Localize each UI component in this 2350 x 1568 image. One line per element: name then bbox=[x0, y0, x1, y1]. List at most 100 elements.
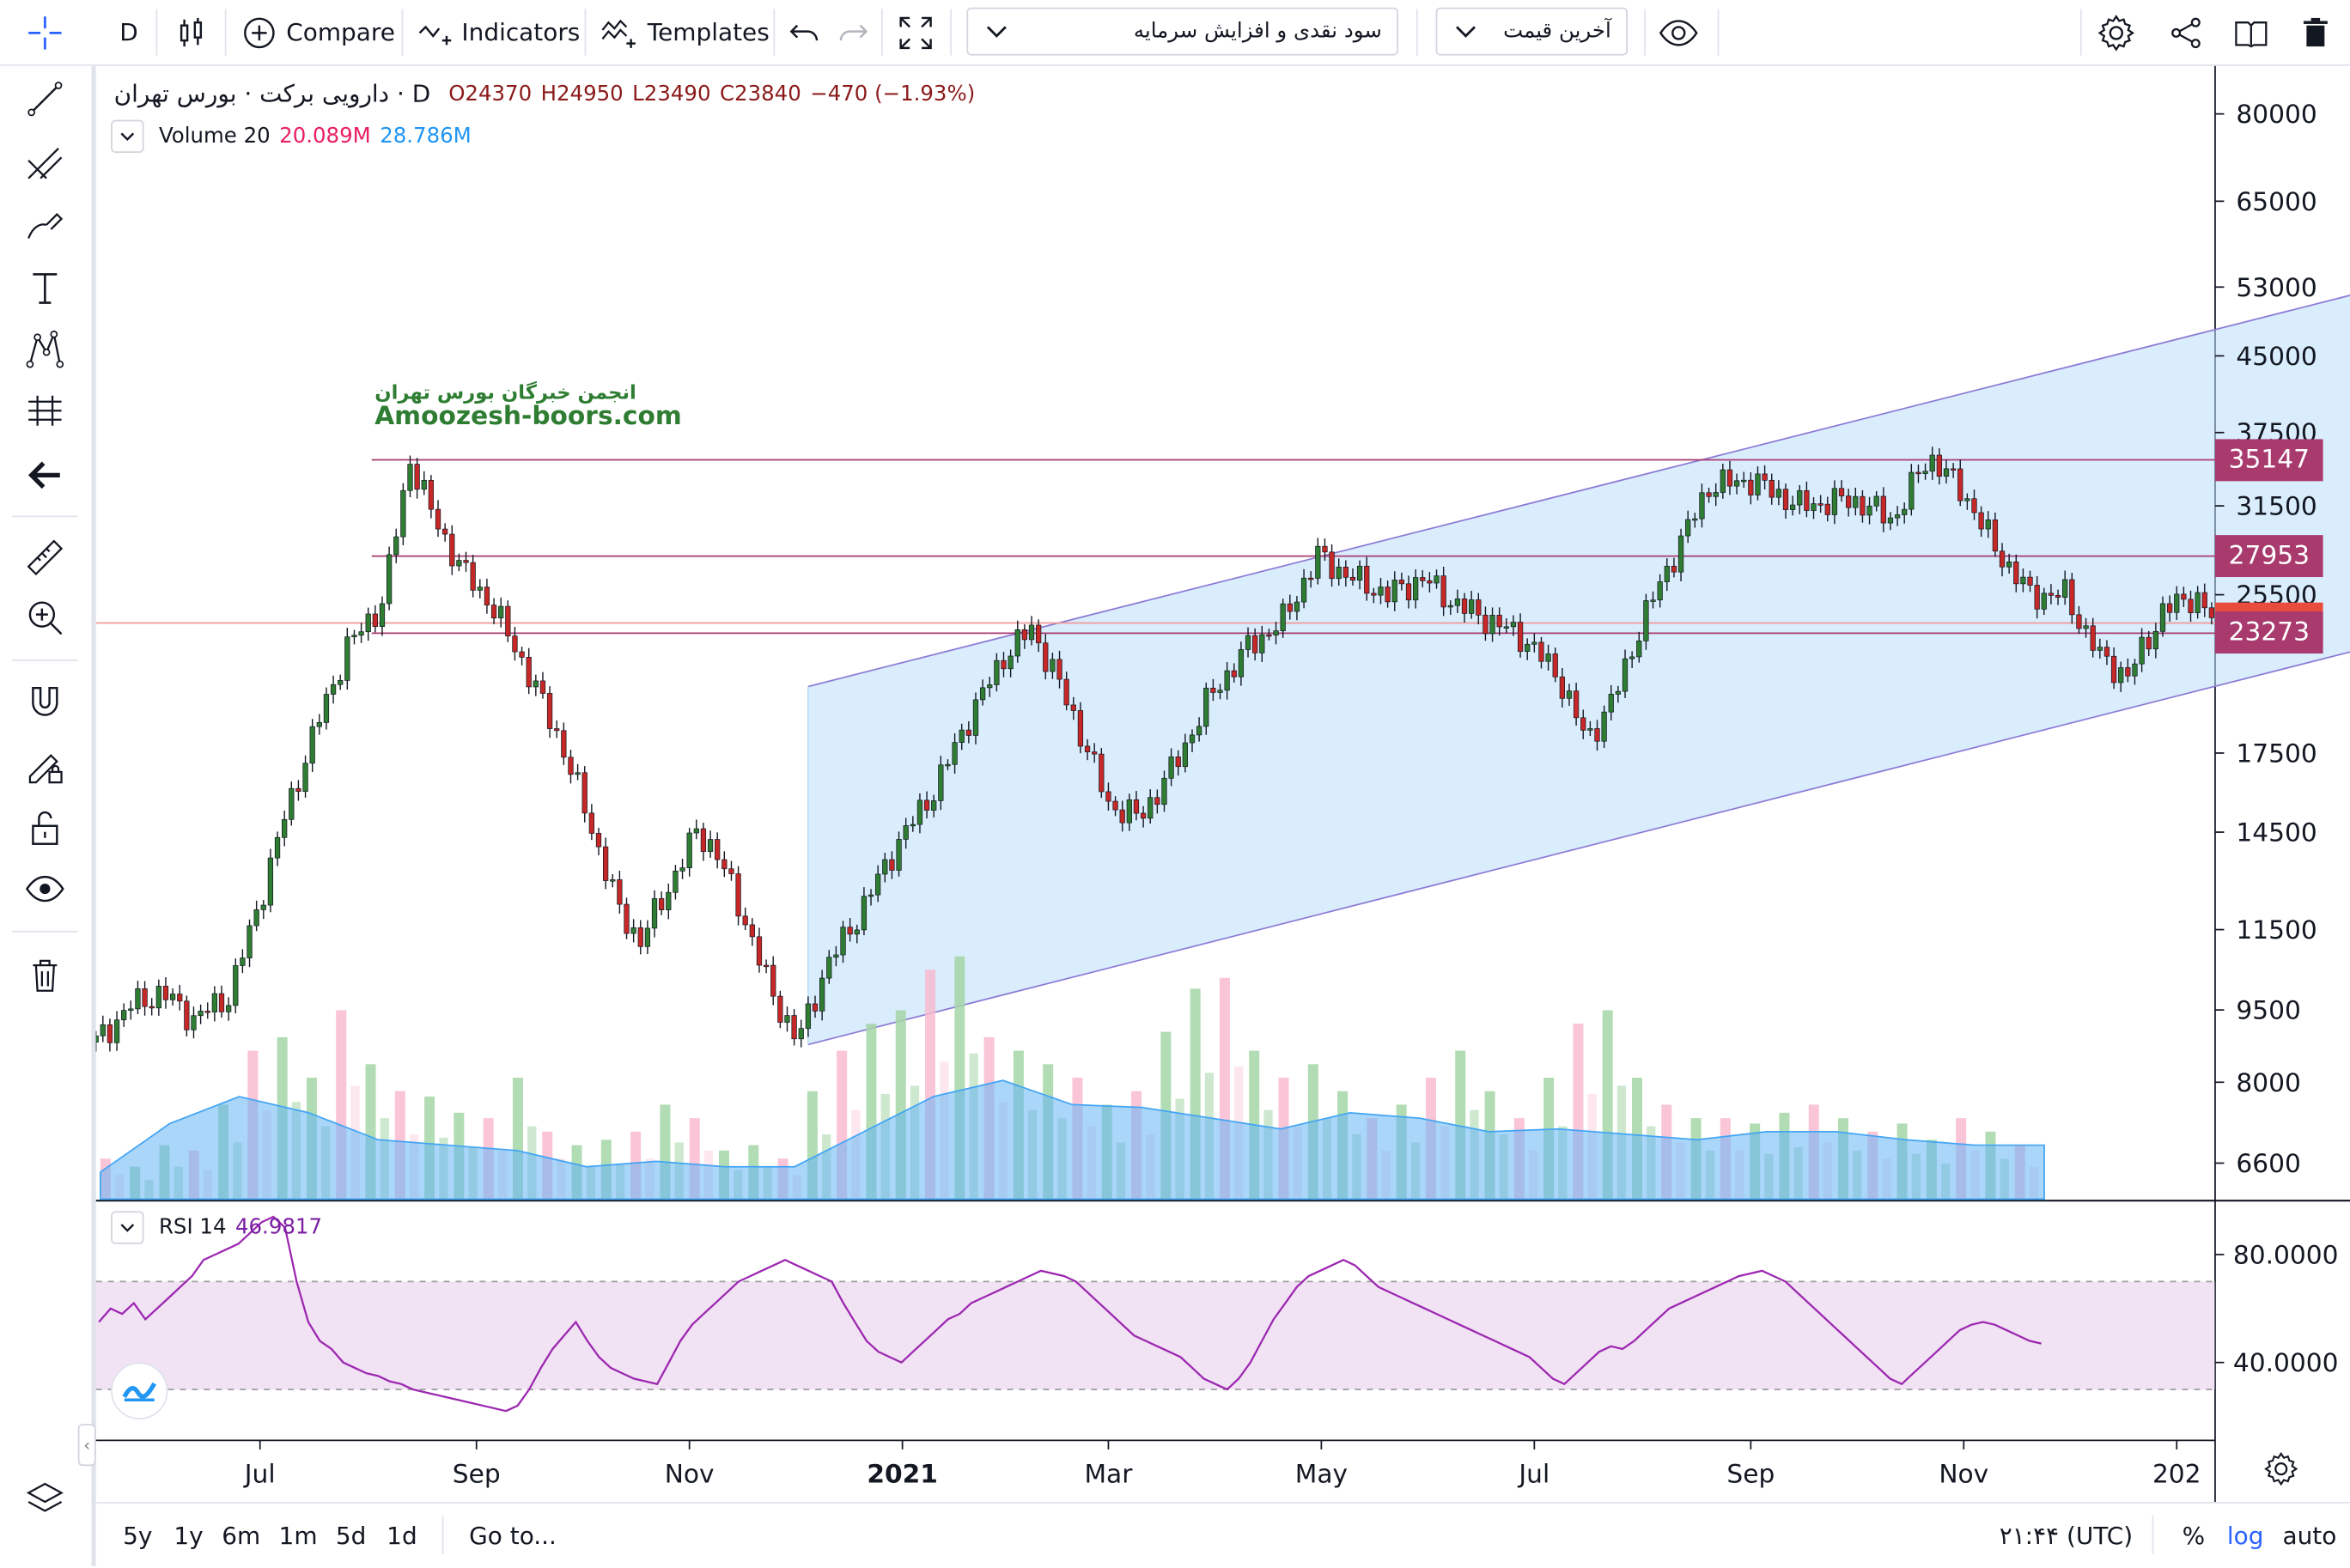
chart-canvas[interactable]: 80.000040.000080000650005300045000375003… bbox=[95, 65, 2350, 1502]
tradingview-logo-icon[interactable] bbox=[111, 1362, 168, 1419]
unlock-icon[interactable] bbox=[21, 804, 69, 852]
candle-body bbox=[994, 659, 1000, 685]
volume-collapse-chevron-icon[interactable] bbox=[111, 119, 144, 154]
candle-body bbox=[1161, 777, 1167, 805]
price-tag: 35147 bbox=[2214, 438, 2323, 481]
range-1y[interactable]: 1y bbox=[174, 1520, 204, 1549]
candle bbox=[1615, 685, 1622, 703]
candle bbox=[2132, 659, 2138, 685]
eye-icon[interactable] bbox=[1658, 0, 1700, 64]
candle bbox=[421, 471, 427, 495]
rsi-collapse-chevron-icon[interactable] bbox=[111, 1211, 144, 1244]
candle-body bbox=[1210, 687, 1216, 693]
range-6m[interactable]: 6m bbox=[222, 1520, 261, 1549]
magnet-icon[interactable] bbox=[21, 678, 69, 726]
candle bbox=[1860, 489, 1866, 523]
candle-body bbox=[2139, 636, 2145, 665]
candle bbox=[1713, 483, 1719, 507]
auto-toggle[interactable]: auto bbox=[2282, 1520, 2337, 1549]
range-1m[interactable]: 1m bbox=[278, 1520, 318, 1549]
candle bbox=[1398, 572, 1405, 591]
interval-button[interactable]: D bbox=[119, 17, 138, 47]
candle bbox=[1873, 490, 1879, 512]
brush-icon[interactable] bbox=[21, 201, 69, 249]
candle bbox=[1943, 459, 1950, 483]
pattern-icon[interactable] bbox=[21, 325, 69, 374]
timezone-clock[interactable]: ۲۱:۴۴ (UTC) bbox=[1999, 1520, 2134, 1549]
ruler-icon[interactable] bbox=[21, 533, 69, 581]
candle bbox=[1427, 572, 1433, 593]
candle-body bbox=[568, 757, 574, 775]
candle-body bbox=[735, 873, 741, 917]
rsi-tick-label: 40.0000 bbox=[2233, 1347, 2339, 1377]
candle-body bbox=[1385, 586, 1391, 603]
candle-body bbox=[2181, 593, 2187, 600]
candle-body bbox=[979, 687, 986, 701]
candle bbox=[1405, 575, 1412, 609]
price-channel[interactable] bbox=[807, 287, 2350, 1046]
trend-line-icon[interactable] bbox=[21, 75, 69, 123]
candle bbox=[1203, 682, 1209, 735]
book-icon[interactable] bbox=[2233, 0, 2269, 64]
text-icon[interactable] bbox=[21, 264, 69, 312]
candle-body bbox=[477, 586, 483, 591]
candle bbox=[1538, 636, 1544, 669]
visibility-eye-icon[interactable] bbox=[21, 865, 69, 913]
crosshair-icon[interactable] bbox=[9, 0, 81, 64]
candle bbox=[784, 1006, 790, 1032]
time-axis[interactable]: Jul Sep Nov 2021 Mar May Jul Sep Nov 202 bbox=[243, 1440, 2201, 1488]
trash-icon[interactable] bbox=[2302, 0, 2329, 64]
candles-icon[interactable] bbox=[174, 0, 210, 64]
candle-body bbox=[2201, 592, 2207, 609]
lock-drawing-icon[interactable] bbox=[21, 740, 69, 788]
candle-body bbox=[1909, 471, 1915, 510]
candle-body bbox=[2020, 576, 2026, 585]
candle bbox=[666, 883, 672, 920]
layers-icon[interactable] bbox=[21, 1475, 69, 1523]
candle bbox=[1894, 506, 1901, 526]
study-template-select[interactable]: سود نقدی و افزایش سرمایه bbox=[966, 7, 1398, 56]
horizontal-lines[interactable] bbox=[95, 459, 2215, 635]
candle-body bbox=[1503, 626, 1509, 629]
log-toggle[interactable]: log bbox=[2226, 1520, 2264, 1549]
settings-gear-icon[interactable] bbox=[2097, 0, 2135, 64]
goto-button[interactable]: Go to... bbox=[469, 1520, 557, 1549]
remove-drawings-icon[interactable] bbox=[21, 951, 69, 999]
share-icon[interactable] bbox=[2170, 0, 2203, 64]
templates-button[interactable]: Templates bbox=[600, 0, 770, 64]
percent-toggle[interactable]: % bbox=[2182, 1520, 2206, 1549]
candle bbox=[240, 949, 246, 974]
range-5y[interactable]: 5y bbox=[123, 1520, 153, 1549]
candle bbox=[798, 1019, 804, 1048]
redo-icon[interactable] bbox=[837, 0, 869, 64]
price-source-select[interactable]: آخرین قیمت bbox=[1435, 7, 1628, 56]
candle bbox=[1238, 641, 1245, 686]
fullscreen-icon[interactable] bbox=[896, 0, 935, 64]
candle bbox=[1063, 672, 1069, 711]
back-arrow-icon[interactable] bbox=[21, 451, 69, 499]
candle-body bbox=[1001, 659, 1007, 670]
bottom-toolbar: 5y 1y 6m 1m 5d 1d Go to... ۲۱:۴۴ (UTC) %… bbox=[95, 1501, 2350, 1568]
range-1d[interactable]: 1d bbox=[387, 1520, 417, 1549]
candle bbox=[533, 674, 539, 696]
undo-icon[interactable] bbox=[788, 0, 821, 64]
pitchfork-icon[interactable] bbox=[21, 138, 69, 186]
compare-button[interactable]: Compare bbox=[243, 0, 395, 64]
candle bbox=[945, 759, 951, 770]
candle-body bbox=[414, 464, 420, 490]
candle-body bbox=[840, 927, 846, 956]
price-axis[interactable]: 80.000040.000080000650005300045000375003… bbox=[2214, 99, 2339, 1377]
candle bbox=[302, 755, 308, 798]
candle bbox=[1692, 513, 1698, 528]
indicators-button[interactable]: Indicators bbox=[417, 0, 580, 64]
candle bbox=[1657, 574, 1663, 608]
prediction-icon[interactable] bbox=[21, 386, 69, 435]
axis-settings-gear-icon[interactable] bbox=[2263, 1451, 2299, 1493]
candle-body bbox=[1741, 479, 1747, 483]
range-5d[interactable]: 5d bbox=[335, 1520, 367, 1549]
zoom-in-icon[interactable] bbox=[21, 593, 69, 641]
collapse-toolbar-arrow-icon[interactable]: ‹ bbox=[77, 1424, 96, 1467]
candle-body bbox=[777, 995, 783, 1023]
candle-body bbox=[135, 988, 141, 1010]
candle-body bbox=[965, 729, 971, 736]
